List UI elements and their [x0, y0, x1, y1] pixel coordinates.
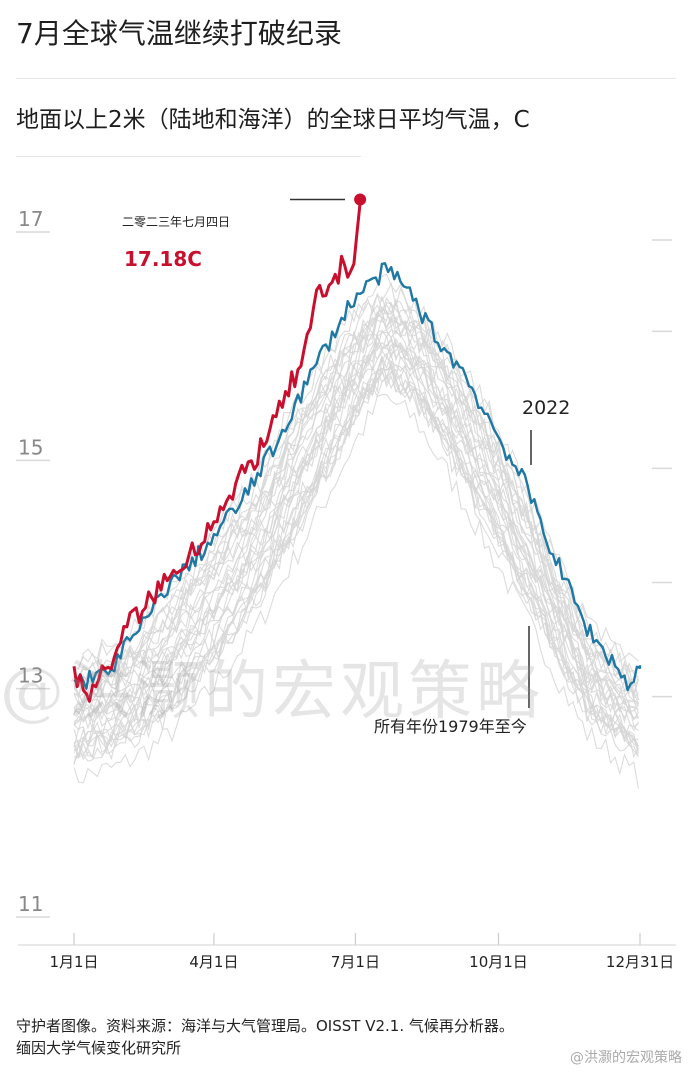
temperature-chart: 17 15 13 11 1月1日 4月1日 7月1日 10月1日 12月31日 二零二三年七月四…	[0, 180, 690, 1000]
title-divider	[16, 78, 676, 79]
record-date-label: 二零二三年七月四日	[122, 215, 230, 229]
historical-year-line	[74, 310, 638, 699]
weibo-mark: @洪灏的宏观策略	[570, 1047, 682, 1067]
x-tick-label: 4月1日	[189, 953, 238, 971]
y-tick-label: 13	[18, 664, 43, 688]
source-line-1: 守护者图像。资料来源：海洋与大气管理局。OISST V2.1. 气候再分析器。	[16, 1015, 514, 1037]
chart-subtitle: 地面以上2米（陆地和海洋）的全球日平均气温，C	[16, 100, 530, 134]
y-tick-label: 11	[18, 892, 43, 916]
x-tick-label: 7月1日	[331, 953, 380, 971]
y-tick-label: 15	[18, 435, 43, 459]
series-2022-line	[74, 263, 640, 690]
label-all-years: 所有年份1979年至今	[374, 717, 527, 736]
subtitle-divider	[16, 156, 361, 157]
series-lines	[74, 199, 640, 701]
x-tick-label: 10月1日	[469, 953, 528, 971]
historical-lines	[74, 274, 638, 789]
axes: 17 15 13 11 1月1日 4月1日 7月1日 10月1日 12月31日	[18, 207, 676, 971]
y-tick-label: 17	[18, 207, 43, 231]
source-note: 守护者图像。资料来源：海洋与大气管理局。OISST V2.1. 气候再分析器。 …	[16, 1015, 514, 1059]
record-marker	[354, 193, 366, 205]
record-value-label: 17.18C	[124, 247, 202, 271]
source-line-2: 缅因大学气候变化研究所	[16, 1037, 514, 1059]
historical-year-line	[74, 336, 638, 726]
x-tick-label: 12月31日	[606, 953, 674, 971]
page-title: 7月全球气温继续打破纪录	[16, 12, 342, 52]
gridlines	[16, 232, 672, 917]
label-2022: 2022	[522, 397, 570, 419]
x-tick-label: 1月1日	[49, 953, 98, 971]
